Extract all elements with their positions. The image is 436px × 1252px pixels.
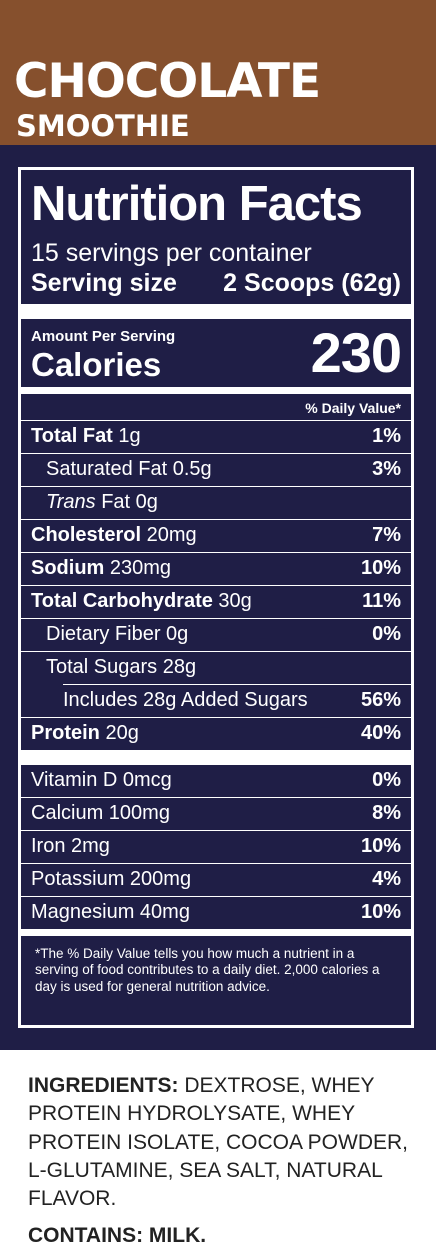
- nutrition-facts-title: Nutrition Facts: [31, 177, 363, 231]
- ingredients-statement: INGREDIENTS: DEXTROSE, WHEY PROTEIN HYDR…: [28, 1072, 418, 1214]
- nutrient-row-added-sugars: Includes 28g Added Sugars 56%: [21, 685, 411, 718]
- nutrient-row-protein: Protein 20g 40%: [31, 722, 401, 744]
- ingredients-list: DEXTROSE, WHEY PROTEIN HYDROLYSATE, WHEY…: [28, 1074, 408, 1211]
- calories-block: Amount Per Serving Calories 230: [31, 320, 402, 384]
- serving-size: Serving size 2 Scoops (62g): [31, 269, 401, 298]
- medium-divider: [21, 928, 411, 936]
- vitamin-row-potassium: Potassium 200mg 4%: [21, 864, 411, 897]
- nutrient-row-trans-fat: Trans Fat 0g: [21, 487, 411, 520]
- nutrient-row-sodium: Sodium 230mg 10%: [21, 553, 411, 586]
- thick-divider: [21, 303, 411, 319]
- nutrient-pct: 10%: [360, 901, 401, 923]
- added-sugars-rule: [63, 683, 411, 685]
- vitamin-row-iron: Iron 2mg 10%: [21, 831, 411, 864]
- nutrient-pct: 11%: [362, 590, 401, 612]
- calories-value: 230: [310, 320, 402, 384]
- nutrient-pct: 7%: [372, 524, 401, 546]
- vitamin-row-calcium: Calcium 100mg 8%: [21, 798, 411, 831]
- nutrient-pct: 8%: [372, 802, 401, 824]
- nutrient-row-total-sugars: Total Sugars 28g: [46, 656, 197, 678]
- ingredients-label: INGREDIENTS:: [28, 1074, 179, 1097]
- vitamin-row-magnesium: Magnesium 40mg 10%: [31, 901, 401, 923]
- product-name-line2: SMOOTHIE: [16, 109, 190, 143]
- daily-value-footnote: *The % Daily Value tells you how much a …: [35, 945, 380, 995]
- daily-value-header: % Daily Value*: [21, 394, 411, 421]
- nutrient-pct: 1%: [372, 425, 401, 447]
- allergen-statement: CONTAINS: MILK.: [28, 1224, 207, 1247]
- nutrient-row-total-fat: Total Fat 1g 1%: [21, 421, 411, 454]
- nutrient-pct: 10%: [360, 835, 401, 857]
- brand-header: CHOCOLATE SMOOTHIE: [0, 0, 436, 145]
- nutrient-row-dietary-fiber: Dietary Fiber 0g 0%: [21, 619, 411, 652]
- nutrient-row-total-carbohydrate: Total Carbohydrate 30g 11%: [21, 586, 411, 619]
- serving-size-label: Serving size: [31, 269, 177, 297]
- vitamin-row-vitamin-d: Vitamin D 0mcg 0%: [21, 765, 411, 798]
- medium-divider: [21, 386, 411, 394]
- thick-divider: [21, 749, 411, 765]
- calories-label: Calories: [31, 345, 162, 383]
- nutrient-pct: 10%: [360, 557, 401, 579]
- nutrient-pct: 0%: [372, 623, 401, 645]
- amount-per-serving: Amount Per Serving: [31, 327, 176, 345]
- nutrient-pct: 4%: [372, 868, 401, 890]
- nutrient-pct: 0%: [372, 769, 401, 791]
- nutrient-row-cholesterol: Cholesterol 20mg 7%: [21, 520, 411, 553]
- nutrient-pct: 56%: [360, 689, 401, 711]
- nutrition-facts-label: Nutrition Facts 15 servings per containe…: [18, 167, 414, 1028]
- nutrition-panel: Nutrition Facts 15 servings per containe…: [0, 145, 436, 1050]
- nutrient-pct: 40%: [360, 722, 401, 744]
- nutrient-row-saturated-fat: Saturated Fat 0.5g 3%: [21, 454, 411, 487]
- product-name-line1: CHOCOLATE: [14, 54, 321, 109]
- servings-per-container: 15 servings per container: [31, 239, 312, 267]
- nutrient-pct: 3%: [372, 458, 401, 480]
- serving-size-value: 2 Scoops (62g): [223, 269, 401, 297]
